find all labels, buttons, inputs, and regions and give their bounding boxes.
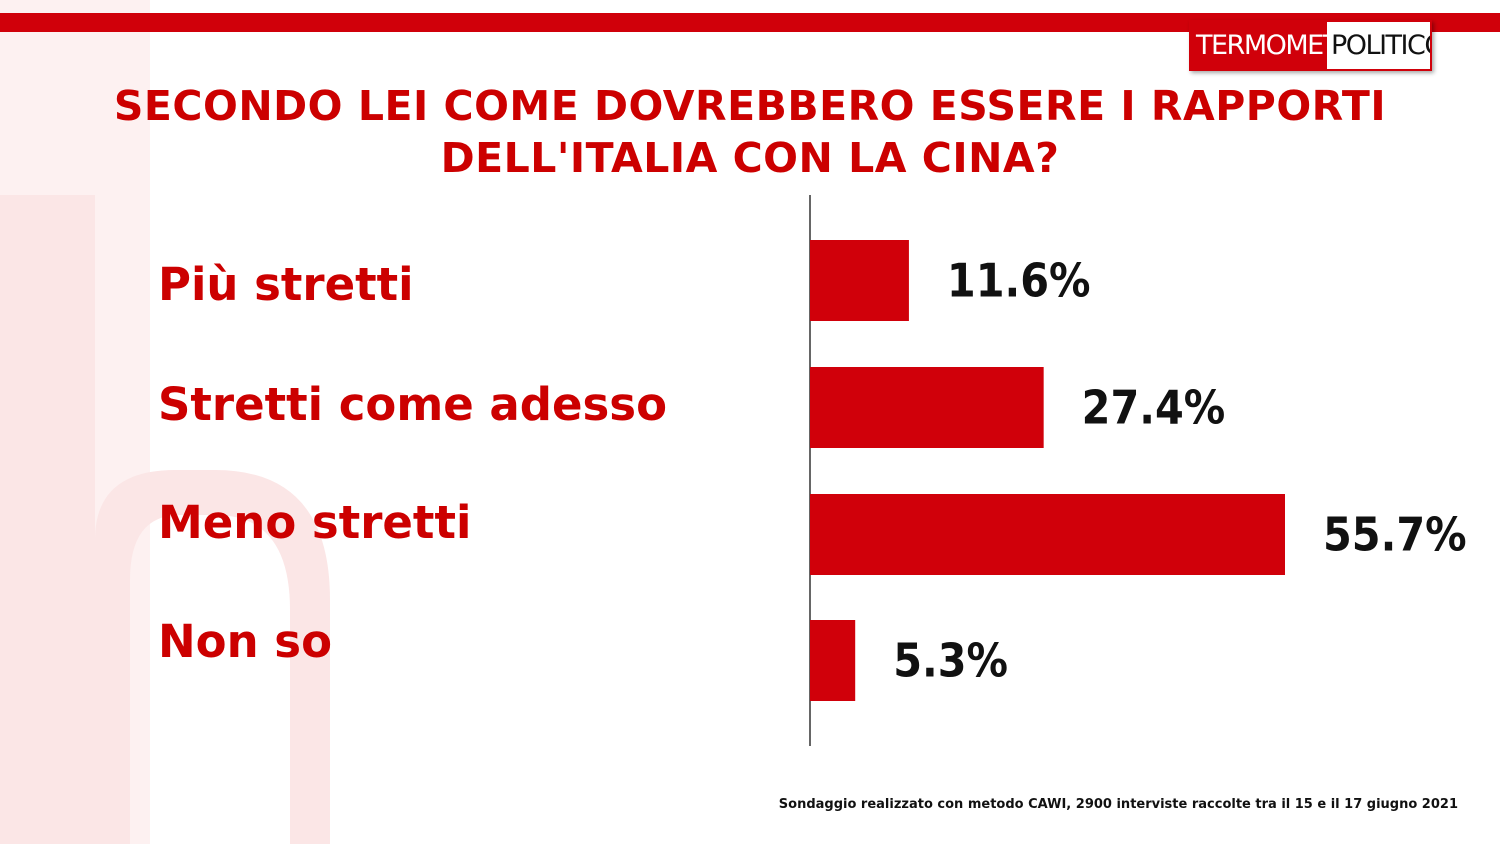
bar-4 <box>810 620 856 701</box>
bar-1 <box>810 240 909 321</box>
category-label-meno-stretti: Meno stretti <box>158 496 472 549</box>
logo-part-termometro: TERMOMETRO <box>1189 20 1327 71</box>
value-label-3: 55.7% <box>1323 508 1467 562</box>
footnote: Sondaggio realizzato con metodo CAWI, 29… <box>778 797 1458 812</box>
value-label-1: 11.6% <box>947 254 1091 308</box>
chart-title-line-1: SECONDO LEI COME DOVREBBERO ESSERE I RAP… <box>113 82 1387 130</box>
top-stripe <box>0 13 1500 32</box>
logo-part-politico: POLITICO <box>1327 20 1432 71</box>
chart-title: SECONDO LEI COME DOVREBBERO ESSERE I RAP… <box>40 80 1460 184</box>
category-label-piu-stretti: Più stretti <box>158 258 414 311</box>
category-label-non-so: Non so <box>158 615 332 668</box>
category-label-stretti-come-adesso: Stretti come adesso <box>158 378 667 431</box>
value-label-2: 27.4% <box>1082 381 1226 435</box>
chart-title-line-2: DELL'ITALIA CON LA CINA? <box>440 134 1060 182</box>
termometro-politico-logo: TERMOMETRO POLITICO <box>1189 20 1432 71</box>
bar-2 <box>810 367 1044 448</box>
background-watermark <box>0 0 330 844</box>
bar-3 <box>810 494 1285 575</box>
value-label-4: 5.3% <box>893 634 1008 688</box>
